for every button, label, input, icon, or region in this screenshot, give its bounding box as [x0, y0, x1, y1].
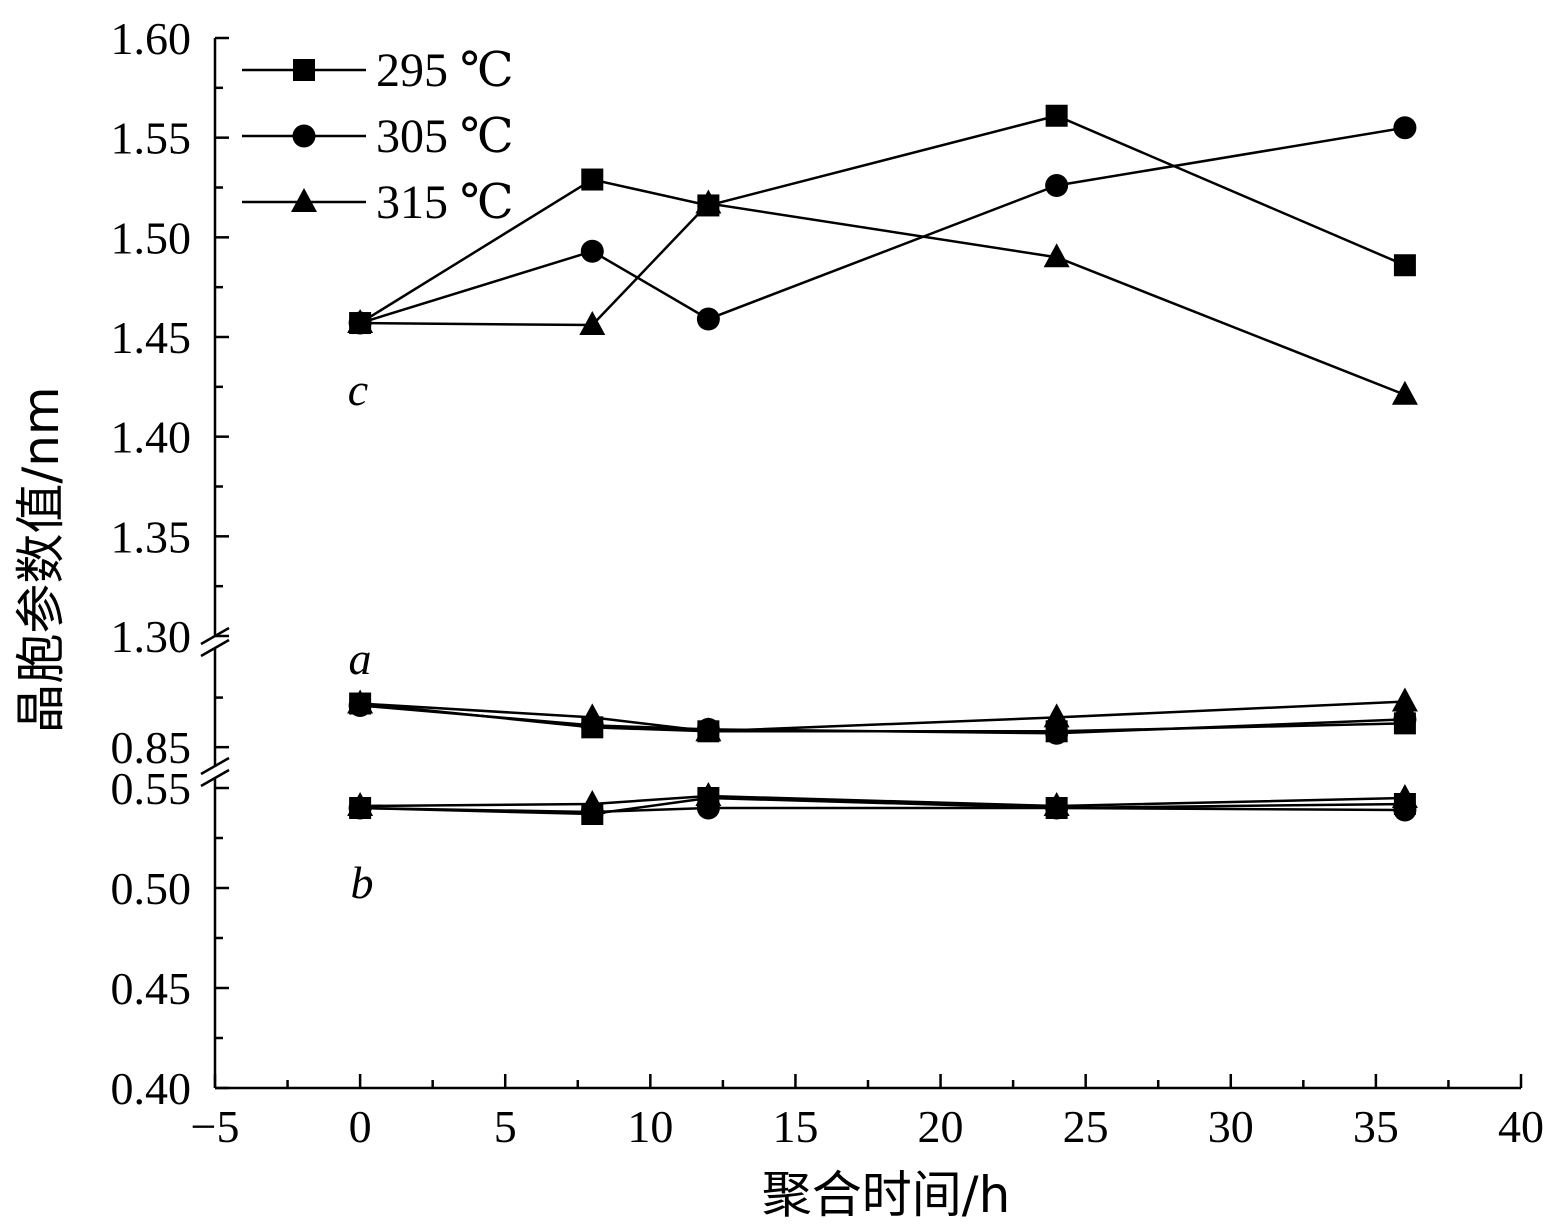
data-point-triangle-b [579, 790, 606, 814]
series-line-triangle-b [360, 794, 1405, 808]
legend: 295 ℃ 305 ℃ 315 ℃ [242, 44, 514, 229]
data-point-triangle-a [579, 703, 606, 728]
x-tick-label: 15 [772, 1101, 818, 1152]
data-point-circle-a [1393, 707, 1417, 731]
x-axis-title: 聚合时间/h [762, 1166, 1011, 1224]
data-point-triangle-b [1043, 792, 1070, 816]
legend-label: 295 ℃ [376, 44, 514, 97]
x-tick-label: 5 [494, 1101, 517, 1152]
x-tick-label: 30 [1208, 1101, 1254, 1152]
data-point-triangle-b [1391, 784, 1418, 808]
data-point-triangle-a [695, 717, 722, 742]
x-tick-label: 20 [918, 1101, 964, 1152]
y-axis-title: 晶胞参数值/nm [12, 386, 70, 733]
data-point-square-c [1393, 254, 1416, 277]
legend-label: 315 ℃ [376, 176, 514, 229]
data-point-triangle-b [347, 792, 374, 816]
group-label-b: b [351, 857, 374, 908]
labels: 聚合时间/h 晶胞参数值/nm c a b [12, 364, 1010, 1224]
data-point-circle-c [1393, 116, 1417, 140]
y-tick-label: 1.40 [111, 412, 192, 463]
x-tick-label: 0 [349, 1101, 372, 1152]
legend-label: 305 ℃ [376, 110, 514, 163]
series-line-circle-b [360, 806, 1405, 814]
x-tick-label: 35 [1353, 1101, 1399, 1152]
y-tick-label: 1.50 [111, 212, 192, 263]
data-point-circle-c [580, 239, 604, 263]
legend-marker-square [293, 59, 315, 81]
y-tick-label: 1.45 [111, 312, 192, 363]
data-point-triangle-a [347, 689, 374, 714]
series-line-square-c [359, 114, 1406, 325]
data-point-triangle-a [1043, 703, 1070, 728]
y-tick-label: 1.60 [111, 13, 192, 64]
axis-break-mark [200, 756, 230, 776]
data-point-circle-c [696, 307, 720, 331]
x-tick-label: 25 [1063, 1101, 1109, 1152]
data-point-triangle-c [695, 189, 722, 214]
y-tick-label: 0.45 [111, 963, 192, 1014]
y-tick-label: 1.55 [111, 113, 192, 164]
y-tick-label: 0.50 [111, 863, 192, 914]
axis-break-mark [200, 768, 230, 788]
group-label-c: c [348, 364, 368, 415]
y-tick-label: 0.85 [111, 722, 192, 773]
y-tick-label: 0.40 [111, 1063, 192, 1114]
data-point-square-c [1045, 104, 1068, 127]
series-lines [359, 114, 1406, 816]
data-point-triangle-c [579, 311, 606, 336]
y-tick-label: 1.35 [111, 511, 192, 562]
y-tick-label: 0.55 [111, 763, 192, 814]
data-point-triangle-c [1043, 243, 1070, 268]
series-line-triangle-c [360, 202, 1406, 396]
x-tick-label: 10 [627, 1101, 673, 1152]
axis-break-mark [200, 638, 230, 658]
group-label-a: a [349, 633, 372, 684]
x-tick-label: 40 [1498, 1101, 1544, 1152]
data-point-triangle-b [695, 782, 722, 806]
x-tick-label: −5 [191, 1101, 240, 1152]
data-point-square-c [581, 168, 604, 191]
data-point-circle-c [1045, 174, 1069, 198]
y-tick-label: 1.30 [111, 611, 192, 662]
markers [347, 104, 1418, 825]
data-point-triangle-c [347, 309, 374, 334]
legend-marker-circle [292, 124, 316, 148]
data-point-circle-a [1045, 721, 1069, 745]
data-point-triangle-c [1391, 380, 1418, 405]
axes: −5 0 5 10 15 20 25 30 35 40 0.40 0.45 0.50 0.550.85 1.… [111, 13, 1545, 1152]
data-point-triangle-a [1391, 687, 1418, 712]
legend-marker-triangle [291, 188, 317, 212]
